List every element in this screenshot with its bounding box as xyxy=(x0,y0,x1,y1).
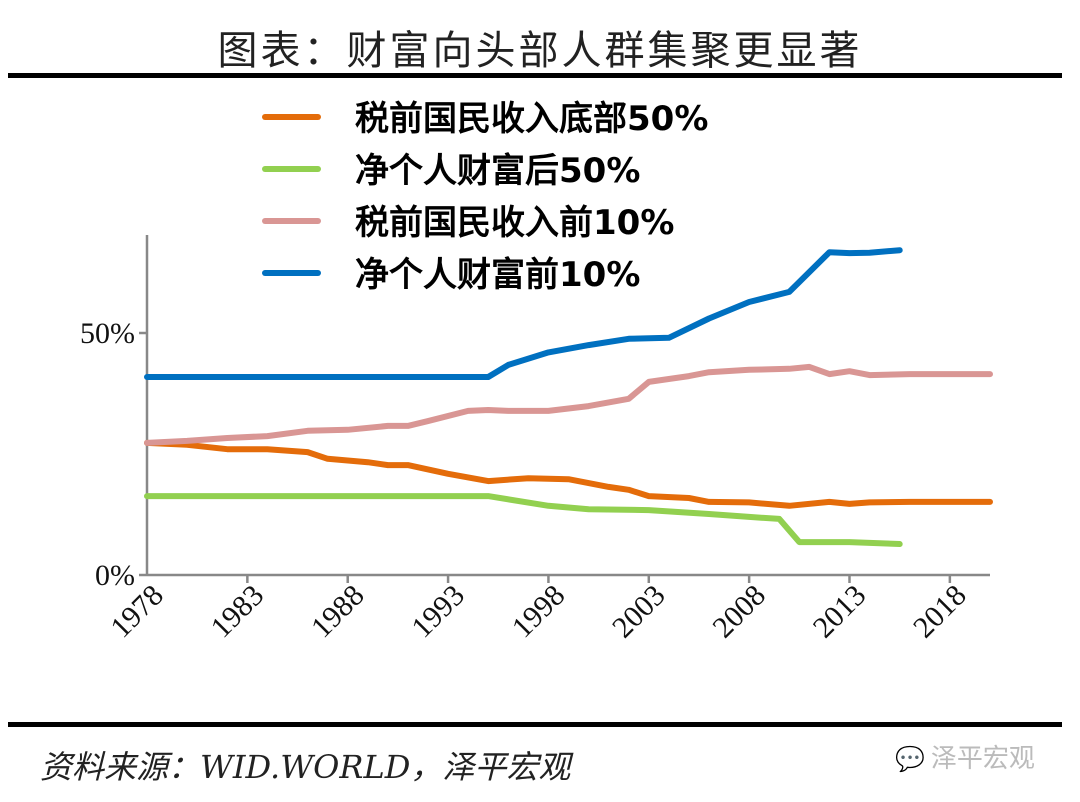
x-tick-label: 2008 xyxy=(706,579,772,645)
legend-label: 净个人财富前10% xyxy=(355,255,640,295)
x-tick-label: 2013 xyxy=(807,579,873,645)
x-tick-label: 1998 xyxy=(506,579,572,645)
y-tick-label: 50% xyxy=(80,317,135,350)
x-tick-label: 1983 xyxy=(205,579,271,645)
series-line-1 xyxy=(144,493,903,547)
wechat-icon: 💬 xyxy=(895,745,925,773)
bottom-rule xyxy=(8,722,1062,727)
source-note: 资料来源：WID.WORLD，泽平宏观 xyxy=(40,748,571,786)
top-rule xyxy=(8,73,1062,78)
x-tick-label: 1993 xyxy=(405,579,471,645)
y-tick-label: 0% xyxy=(95,559,135,592)
watermark-text: 泽平宏观 xyxy=(930,744,1035,774)
series-line-2 xyxy=(144,363,993,446)
series-lines xyxy=(144,247,993,547)
chart-title: 图表：财富向头部人群集聚更显著 xyxy=(217,28,863,74)
legend-label: 税前国民收入前10% xyxy=(355,203,674,243)
x-tick-label: 1988 xyxy=(305,579,371,645)
line-chart: 0%50%1978 1983 1988 1993 1998 2003 2008 2013 201… xyxy=(80,99,993,645)
series-line-3 xyxy=(144,247,903,380)
x-tick-label: 2018 xyxy=(907,579,973,645)
legend-label: 净个人财富后50% xyxy=(355,151,640,191)
legend: 税前国民收入底部50% 净个人财富后50% 税前国民收入前10% 净个人财富前10% xyxy=(262,99,708,295)
series-line-0 xyxy=(144,439,993,509)
legend-label: 税前国民收入底部50% xyxy=(355,99,708,139)
x-tick-label: 2003 xyxy=(606,579,672,645)
watermark: 💬 泽平宏观 xyxy=(895,738,1035,775)
